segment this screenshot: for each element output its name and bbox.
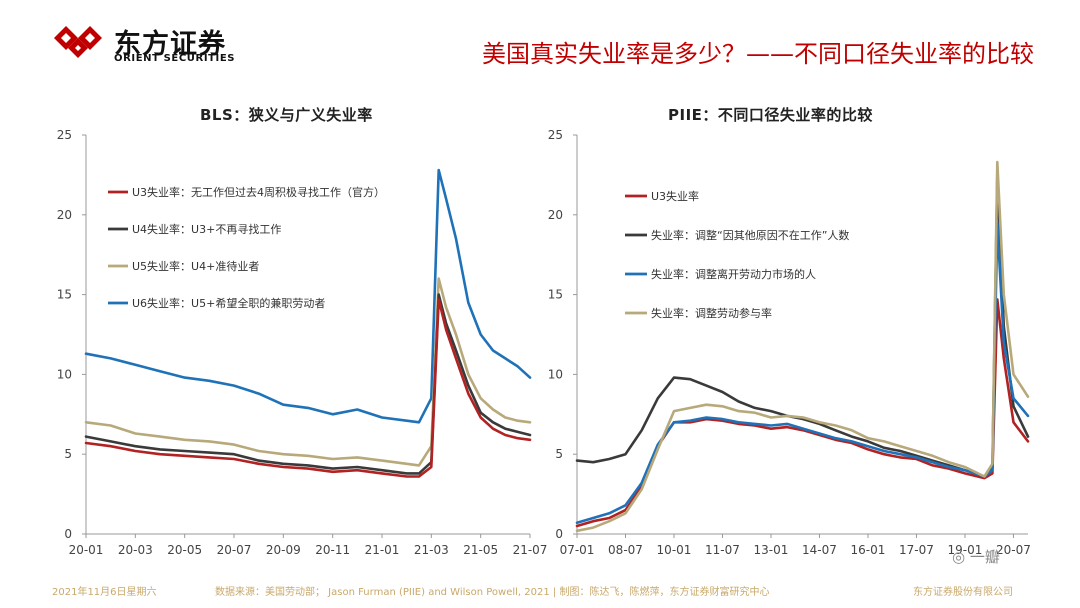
legend-label: U3失业率：无工作但过去4周积极寻找工作（官方） — [132, 185, 385, 199]
y-tick-label: 15 — [57, 288, 72, 302]
footer-source: 数据来源：美国劳动部； Jason Furman (PIIE) and Wils… — [215, 587, 770, 598]
legend-label: U3失业率 — [651, 189, 699, 203]
y-tick-label: 10 — [57, 367, 72, 381]
x-tick-label: 20-03 — [118, 543, 153, 557]
x-tick-label: 20-01 — [69, 543, 104, 557]
piie-chart: 0 5 10 15 20 25 07-01 08-07 10-01 11-07 13-01 14-07… — [548, 128, 1031, 557]
y-tick-label: 20 — [548, 208, 563, 222]
legend-label: U6失业率：U5+希望全职的兼职劳动者 — [132, 296, 325, 310]
y-tick-label: 5 — [555, 447, 563, 461]
legend-label: 失业率：调整离开劳动力市场的人 — [651, 267, 816, 281]
y-tick-label: 25 — [57, 128, 72, 142]
watermark: ◎ 一瓣 — [952, 546, 1000, 567]
x-tick-label: 11-07 — [705, 543, 740, 557]
bls-chart: 0 5 10 15 20 25 20-01 20-03 20-05 20-07 20-09 20-11… — [57, 128, 548, 557]
chart-1-title: BLS：狭义与广义失业率 — [200, 106, 373, 124]
x-tick-label: 21-03 — [414, 543, 449, 557]
x-tick-label: 16-01 — [851, 543, 886, 557]
y-tick-label: 20 — [57, 208, 72, 222]
x-tick-label: 08-07 — [608, 543, 643, 557]
series-line — [84, 277, 532, 467]
orient-diamond-icon — [54, 26, 102, 58]
y-tick-label: 0 — [555, 527, 563, 541]
wechat-icon: ◎ — [952, 548, 966, 566]
watermark-text: 一瓣 — [969, 548, 1000, 566]
slide-title: 美国真实失业率是多少？——不同口径失业率的比较 — [482, 40, 1034, 68]
series-line — [575, 298, 1030, 528]
series-line — [84, 293, 532, 475]
y-tick-label: 25 — [548, 128, 563, 142]
y-tick-label: 15 — [548, 288, 563, 302]
legend-label: 失业率：调整“因其他原因不在工作”人数 — [651, 228, 849, 242]
legend-label: U5失业率：U4+准待业者 — [132, 259, 259, 273]
chart-2-title: PIIE：不同口径失业率的比较 — [668, 106, 873, 124]
x-tick-label: 20-11 — [315, 543, 350, 557]
logo-english-name: ORIENT SECURITIES — [114, 53, 236, 64]
x-tick-label: 20-09 — [266, 543, 301, 557]
x-tick-label: 20-05 — [167, 543, 202, 557]
x-tick-label: 20-07 — [996, 543, 1031, 557]
y-tick-label: 0 — [64, 527, 72, 541]
y-tick-label: 10 — [548, 367, 563, 381]
x-tick-label: 13-01 — [754, 543, 789, 557]
x-tick-label: 10-01 — [657, 543, 692, 557]
legend-label: 失业率：调整劳动参与率 — [651, 306, 772, 320]
footer-date: 2021年11月6日星期六 — [52, 587, 157, 598]
x-tick-label: 19-01 — [948, 543, 983, 557]
legend-label: U4失业率：U3+不再寻找工作 — [132, 222, 281, 236]
x-tick-label: 20-07 — [217, 543, 252, 557]
x-tick-label: 17-07 — [899, 543, 934, 557]
series-line — [575, 160, 1030, 533]
orient-logo: 东方证券 ORIENT SECURITIES — [52, 24, 252, 66]
x-tick-label: 21-05 — [463, 543, 498, 557]
y-tick-label: 5 — [64, 447, 72, 461]
x-tick-label: 07-01 — [560, 543, 595, 557]
logo-chinese-name: 东方证券 — [114, 29, 226, 60]
x-tick-label: 21-01 — [365, 543, 400, 557]
x-tick-label: 14-07 — [802, 543, 837, 557]
series-line — [84, 298, 532, 478]
footer-company: 东方证券股份有限公司 — [913, 587, 1013, 598]
x-tick-label: 21-07 — [513, 543, 548, 557]
series-line — [84, 168, 532, 424]
